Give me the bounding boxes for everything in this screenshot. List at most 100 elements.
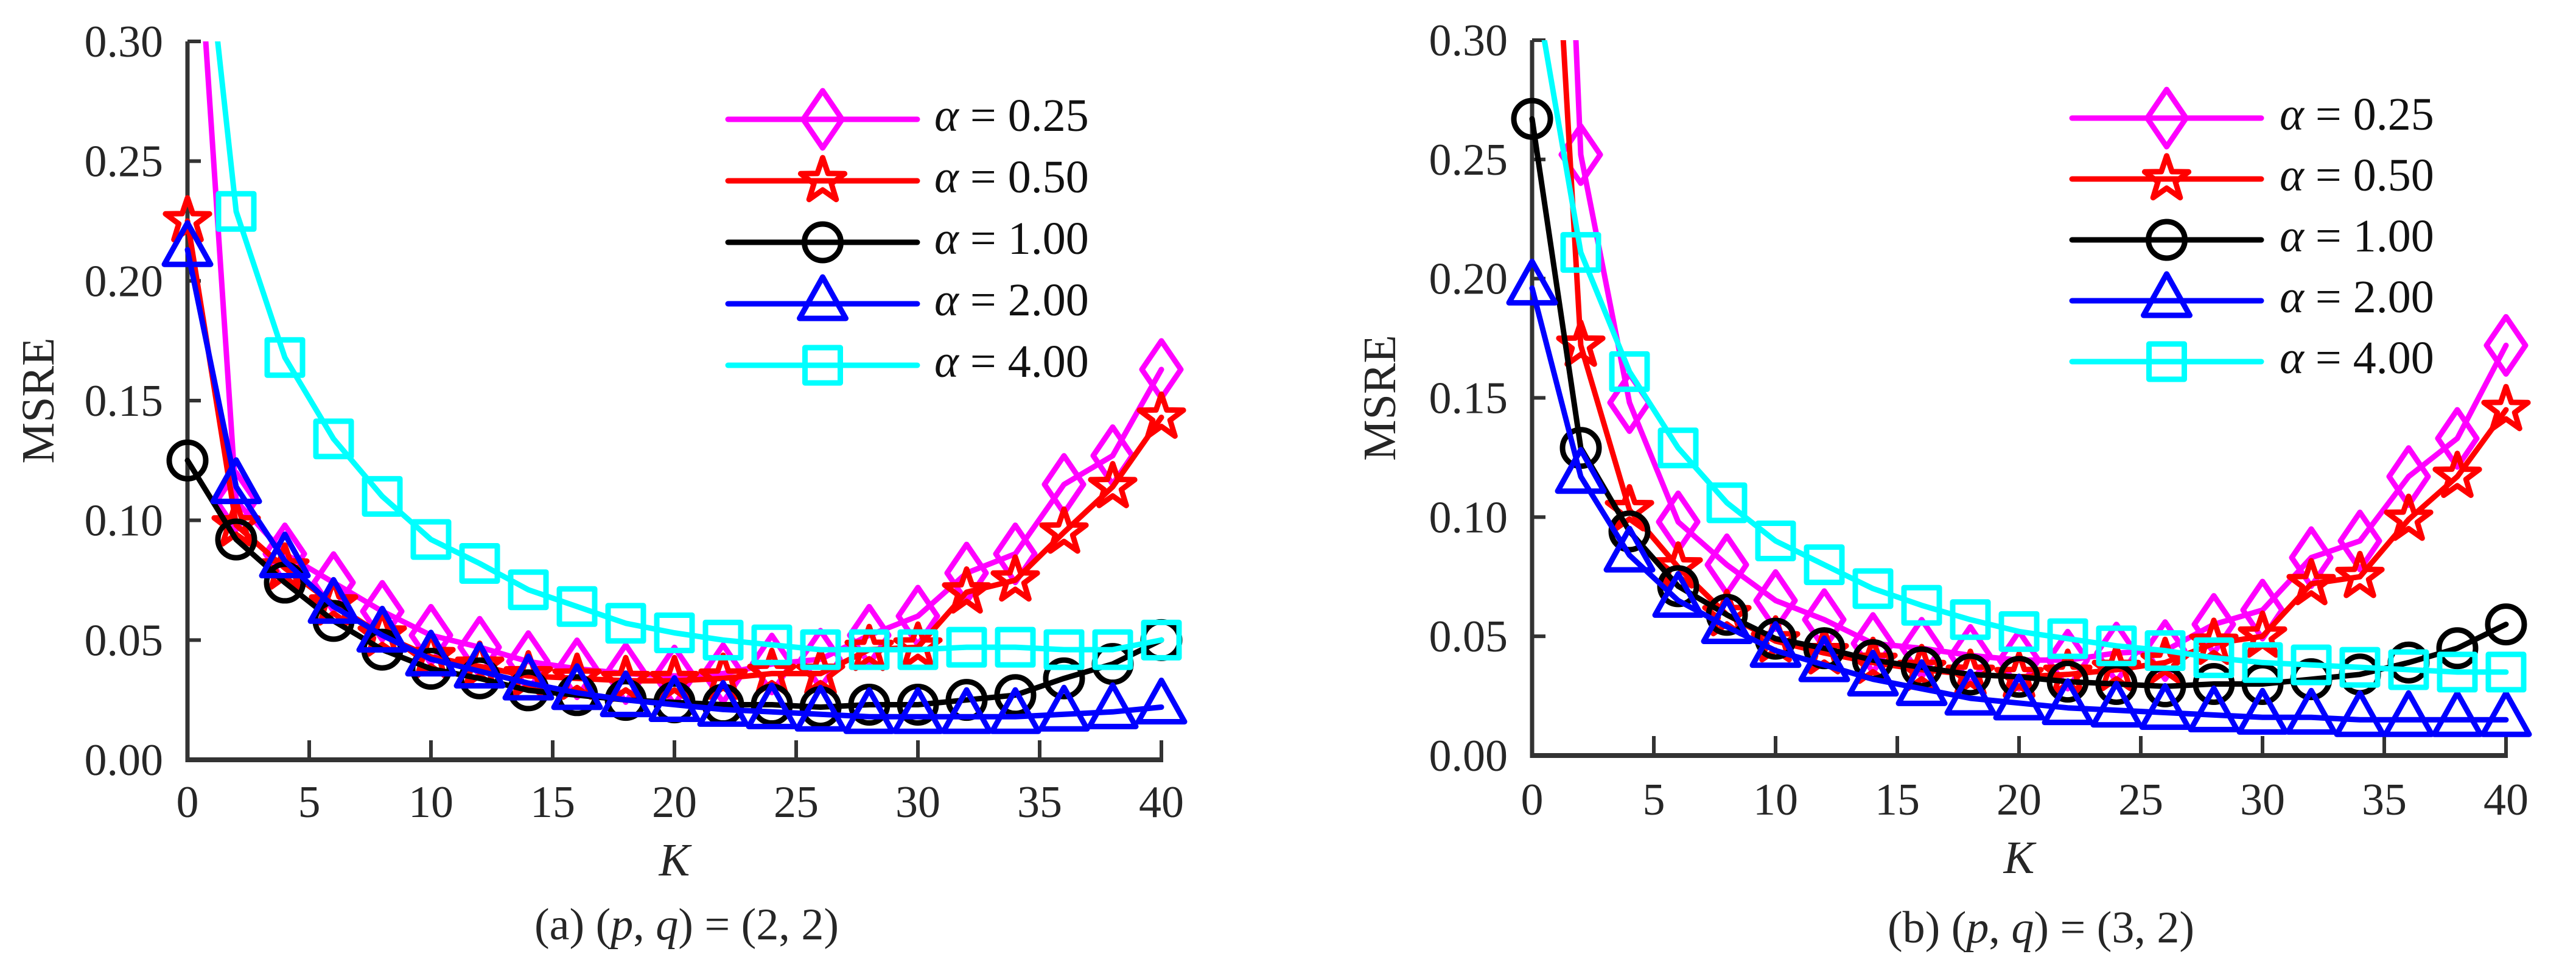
legend-entry <box>725 88 920 151</box>
y-tick-label: 0.30 <box>85 17 164 67</box>
data-point <box>2431 690 2483 737</box>
data-point <box>1039 506 1089 554</box>
x-tick-label: 10 <box>1753 775 1798 825</box>
legend-marker <box>797 155 848 203</box>
legend-entry <box>2069 341 2264 382</box>
data-point <box>552 652 602 700</box>
data-point <box>1950 599 1991 640</box>
data-point <box>166 439 209 482</box>
data-point <box>990 554 1040 602</box>
data-point <box>897 629 939 670</box>
data-point <box>2047 618 2088 659</box>
x-tick-label: 35 <box>1017 777 1062 827</box>
data-point <box>1798 635 1850 682</box>
data-point <box>897 684 939 726</box>
data-point <box>600 670 652 718</box>
data-point <box>2242 642 2283 683</box>
data-point <box>214 469 259 533</box>
data-point <box>1092 629 1133 670</box>
x-tick-label: 25 <box>774 777 819 827</box>
data-point <box>1755 521 1796 561</box>
data-point <box>2139 683 2191 730</box>
data-point <box>210 457 262 505</box>
y-tick-label: 0.25 <box>85 137 164 187</box>
data-point <box>1998 611 2040 652</box>
data-point <box>1511 97 1553 140</box>
data-point <box>1506 258 1558 306</box>
data-point <box>1038 684 1090 732</box>
data-point <box>2485 603 2527 646</box>
data-point <box>1603 525 1656 573</box>
data-point <box>2286 558 2336 606</box>
y-tick-label: 0.00 <box>85 735 164 785</box>
series-alpha-2.00 <box>1506 258 2532 737</box>
legend-entry <box>2069 153 2264 201</box>
data-point <box>940 687 993 734</box>
y-axis-label: MSRE <box>1354 335 1405 461</box>
legend-marker <box>797 274 849 321</box>
x-tick-label: 20 <box>652 777 697 827</box>
data-point <box>215 518 257 561</box>
x-axis-label: K <box>659 835 692 886</box>
data-point <box>1852 568 1894 609</box>
data-point <box>2480 690 2532 737</box>
series-alpha-4.00 <box>215 41 1182 670</box>
data-point <box>2193 637 2235 678</box>
data-point <box>1998 656 2040 698</box>
series-alpha-0.25 <box>203 41 1184 707</box>
legend-entry <box>2069 219 2264 261</box>
data-point <box>2388 649 2429 690</box>
x-tick-label: 0 <box>177 777 199 827</box>
data-point <box>2334 690 2386 737</box>
data-point <box>2144 630 2186 672</box>
data-point <box>702 619 744 661</box>
legend <box>2069 86 2264 382</box>
data-point <box>1087 682 1139 729</box>
data-point <box>356 605 408 653</box>
x-tick-label: 25 <box>2118 775 2163 825</box>
data-point <box>2241 663 2284 705</box>
data-point <box>649 654 699 703</box>
data-point <box>749 633 794 696</box>
data-point <box>2046 661 2089 703</box>
data-point <box>2382 690 2435 737</box>
data-point <box>2291 644 2332 686</box>
data-point <box>453 641 506 689</box>
legend-entry <box>725 345 920 386</box>
legend-entry <box>725 274 920 321</box>
data-point <box>2236 687 2289 735</box>
data-point <box>994 674 1037 717</box>
x-tick-label: 15 <box>530 777 575 827</box>
data-point <box>1749 621 1802 668</box>
data-point <box>455 640 505 688</box>
data-point <box>2285 687 2337 735</box>
legend-entry <box>2069 86 2264 150</box>
chart-panel-b: 0.00 0.05 0.10 0.15 0.20 0.25 0.30 0 5 10 15 20 25 30… <box>1354 16 2532 883</box>
legend-marker <box>800 88 845 151</box>
data-point <box>2481 384 2531 432</box>
x-tick-label: 30 <box>2240 775 2285 825</box>
data-point <box>697 679 749 727</box>
x-tick-label: 35 <box>2362 775 2407 825</box>
y-tick-label: 0.25 <box>1429 135 1508 185</box>
data-point <box>1847 650 1899 697</box>
data-point <box>360 580 405 643</box>
data-point <box>751 624 793 665</box>
data-point <box>309 578 359 626</box>
data-point <box>1043 629 1085 670</box>
y-tick-label: 0.00 <box>1429 731 1508 781</box>
data-point <box>2432 451 2482 498</box>
data-point <box>2188 685 2240 732</box>
legend <box>725 88 920 386</box>
data-point <box>1135 677 1188 724</box>
data-point <box>800 629 841 670</box>
legend-marker <box>2146 341 2187 382</box>
data-point <box>848 684 891 726</box>
legend-entry <box>2069 271 2264 318</box>
data-point <box>410 519 452 560</box>
y-tick-label: 0.05 <box>85 616 164 665</box>
chart-panel-a: 0.00 0.05 0.10 0.15 0.20 0.25 0.30 0 5 10 15 20 25 30… <box>13 17 1188 886</box>
data-point <box>556 586 598 627</box>
y-axis-label: MSRE <box>13 338 64 464</box>
data-point <box>1608 510 1651 553</box>
